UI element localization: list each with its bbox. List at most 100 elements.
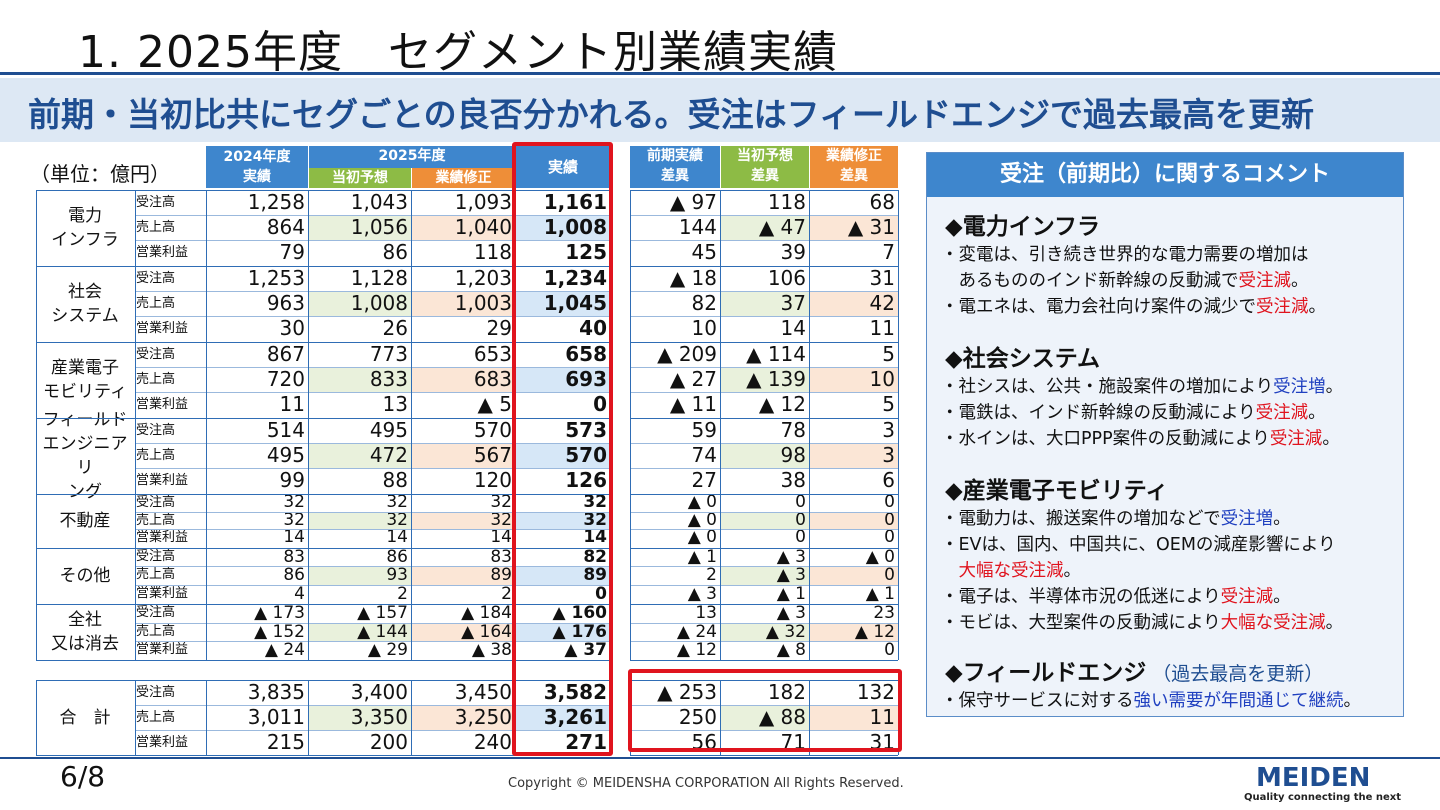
diff-cell: ▲ 12 (810, 622, 898, 642)
comment-line: 大幅な受注減。 (958, 561, 1082, 581)
value-cell: 82 (583, 547, 607, 567)
diff-cell: 14 (780, 316, 806, 340)
diff-cell: ▲ 1 (865, 583, 895, 604)
row-label: 売上高 (136, 512, 176, 528)
page-number: 6/8 (60, 760, 106, 793)
row-divider (136, 705, 610, 706)
diff-cell: 0 (884, 640, 895, 661)
diff-cell: 68 (869, 190, 895, 214)
value-cell: ▲ 38 (471, 640, 512, 661)
diff-cell: ▲ 12 (676, 640, 717, 661)
diff-cell: 6 (882, 468, 895, 492)
diff-cell: ▲ 32 (721, 622, 809, 642)
value-cell: 514 (266, 418, 305, 442)
value-cell: 89 (516, 566, 610, 585)
column-line (720, 190, 721, 660)
column-line (135, 190, 136, 660)
group-border (630, 190, 898, 191)
group-border (36, 418, 610, 419)
value-cell: 0 (593, 392, 607, 416)
value-cell: 570 (516, 443, 610, 468)
header-fy2025: 2025年度 (309, 146, 515, 168)
segment-name: その他 (59, 565, 111, 586)
value-cell: 83 (490, 547, 512, 567)
value-cell: 1,253 (247, 266, 305, 290)
comment-section-title: ◆フィールドエンジ （過去最高を更新） (945, 660, 1324, 686)
value-cell: 40 (579, 316, 607, 340)
row-divider (136, 392, 610, 393)
diff-cell: ▲ 97 (669, 190, 717, 214)
comment-line: ・社シスは、公共・施設案件の増加により受注増。 (941, 377, 1344, 397)
row-divider (136, 622, 610, 624)
row-divider (136, 468, 610, 469)
column-line (135, 680, 136, 755)
row-divider (136, 730, 610, 731)
row-label: 受注高 (136, 423, 176, 438)
group-border (630, 680, 898, 681)
value-cell: 32 (516, 511, 610, 530)
value-cell: 83 (283, 547, 305, 567)
value-cell: 1,045 (516, 291, 610, 316)
diff-cell: ▲ 209 (657, 342, 717, 366)
column-line (308, 680, 309, 755)
value-cell: 1,043 (350, 190, 408, 214)
diff-cell: 11 (869, 316, 895, 340)
value-cell: ▲ 176 (516, 622, 610, 642)
diff-cell: 5 (882, 392, 895, 416)
diff-cell: ▲ 11 (669, 392, 717, 416)
value-cell: 88 (382, 468, 408, 492)
diff-cell: 98 (721, 443, 809, 468)
diff-cell: 0 (721, 511, 809, 530)
row-label: 受注高 (136, 495, 176, 510)
diff-cell: 118 (767, 190, 806, 214)
row-label: 受注高 (136, 549, 176, 564)
column-line (36, 190, 37, 660)
row-divider (630, 367, 898, 368)
diff-cell: 0 (795, 527, 806, 548)
value-cell: 200 (369, 730, 408, 754)
footer-rule (0, 757, 1440, 759)
row-divider (136, 367, 610, 368)
diff-cell: 144 (678, 215, 717, 239)
row-divider (136, 511, 610, 513)
diff-cell: 0 (884, 527, 895, 548)
diff-cell: 13 (695, 603, 717, 623)
value-cell: 14 (490, 527, 512, 548)
column-line (36, 680, 37, 755)
meiden-logo: MEIDEN (1256, 763, 1371, 793)
value-cell: 2 (501, 583, 512, 604)
row-label: 受注高 (136, 605, 176, 620)
group-border (36, 342, 610, 343)
comment-line: ・保守サービスに対する強い需要が年間通じて継続。 (941, 691, 1361, 711)
value-cell: 867 (266, 342, 305, 366)
diff-cell: 7 (882, 240, 895, 264)
value-cell: 495 (369, 418, 408, 442)
value-cell: 89 (412, 566, 515, 585)
row-divider (630, 705, 898, 706)
diff-cell: 10 (810, 367, 898, 392)
value-cell: ▲ 37 (564, 640, 607, 661)
diff-cell: 250 (678, 705, 717, 729)
value-cell: 3,250 (412, 705, 515, 730)
comment-line: ・EVは、国内、中国共に、OEMの減産影響により (941, 535, 1336, 555)
group-border (36, 680, 610, 681)
diff-cell: ▲ 3 (721, 566, 809, 585)
column-line (411, 190, 412, 660)
diff-cell: 59 (691, 418, 717, 442)
value-cell: 720 (266, 367, 305, 391)
row-divider (630, 291, 898, 292)
comment-box: 受注（前期比）に関するコメント ◆電力インフラ ・変電は、引き続き世界的な電力需要… (926, 152, 1404, 717)
column-line (308, 190, 309, 660)
diff-cell: ▲ 0 (687, 527, 717, 548)
diff-cell: ▲ 1 (776, 583, 806, 604)
diff-cell: ▲ 24 (676, 621, 717, 642)
value-cell: ▲ 164 (412, 622, 515, 642)
group-border (630, 418, 898, 419)
total-diff-highlight-box (628, 669, 902, 752)
header-revised: 業績修正 (412, 168, 515, 188)
value-cell: 3,350 (309, 705, 411, 730)
value-cell: 14 (386, 527, 408, 548)
value-cell: ▲ 24 (264, 640, 305, 661)
row-label: 営業利益 (136, 735, 189, 750)
value-cell: 215 (266, 730, 305, 754)
